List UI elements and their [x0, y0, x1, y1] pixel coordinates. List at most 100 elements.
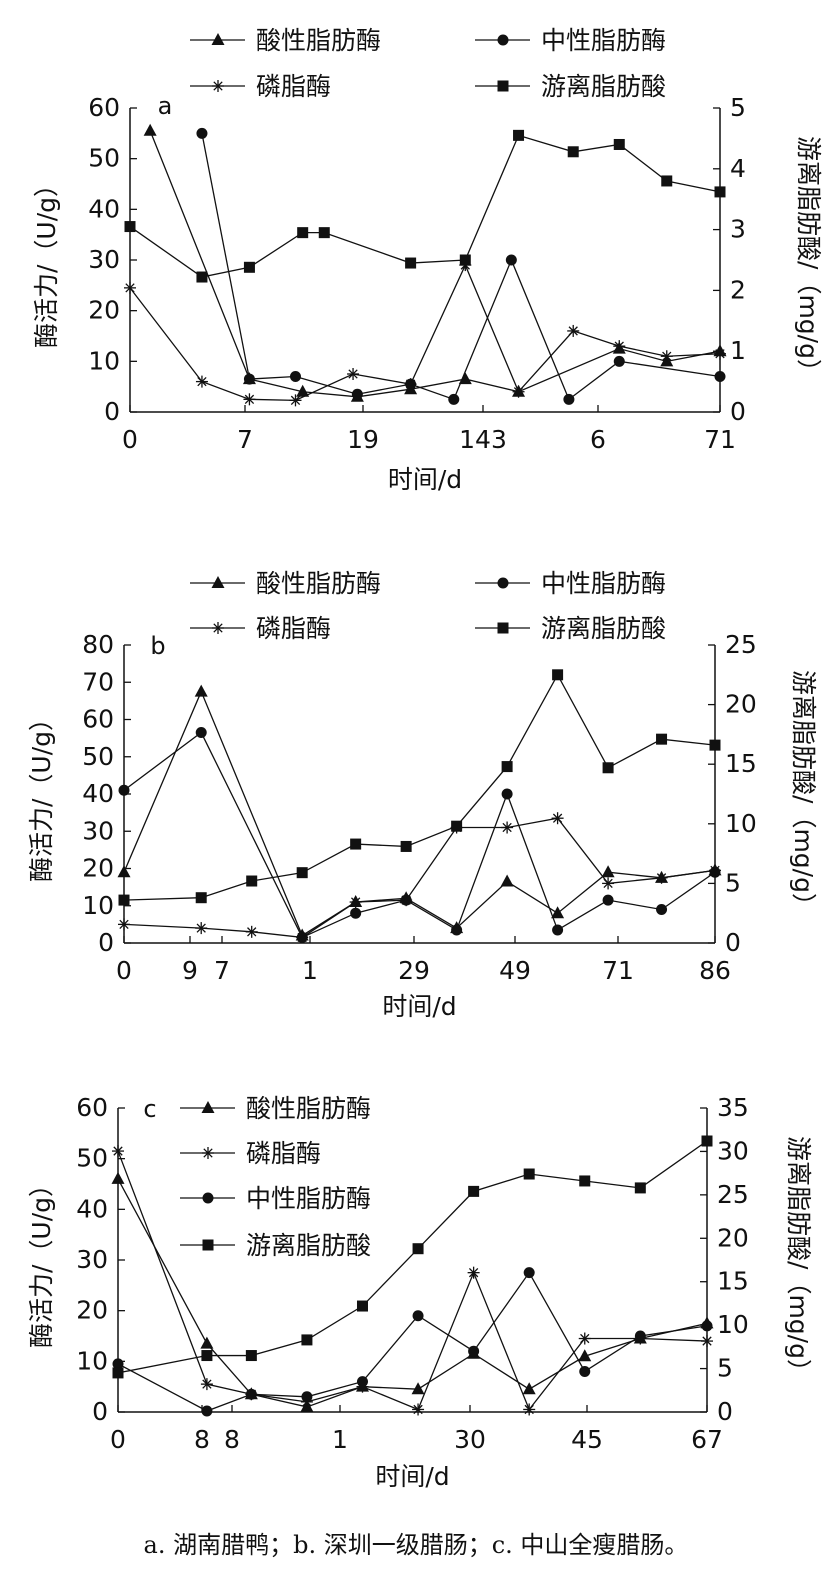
data-point-neutral — [301, 1391, 313, 1403]
data-point-ffa — [118, 894, 130, 906]
series-ffa — [124, 129, 726, 283]
y-tick-label: 60 — [82, 705, 114, 734]
panel-label: a — [158, 92, 173, 120]
data-point-ffa — [501, 761, 513, 773]
data-point-phospho — [347, 368, 360, 380]
series-ffa — [112, 1135, 713, 1379]
data-point-neutral — [501, 788, 513, 800]
y-tick-label: 60 — [88, 93, 120, 122]
data-point-acid — [143, 123, 157, 136]
data-point-acid — [578, 1349, 592, 1362]
series-phospho — [118, 812, 721, 944]
x-tick-label: 29 — [398, 956, 430, 985]
data-point-phospho — [660, 350, 673, 363]
y-tick-label: 40 — [76, 1194, 108, 1223]
x-tick-label: 30 — [454, 1425, 486, 1454]
y2-tick-label: 10 — [725, 809, 757, 838]
legend-label: 酸性脂肪酶 — [256, 569, 381, 598]
data-point-neutral — [118, 784, 130, 796]
series-line-phospho — [123, 817, 716, 939]
y-tick-label: 10 — [82, 891, 114, 920]
y2-tick-label: 25 — [717, 1180, 749, 1209]
legend-item-neutral: 中性脂肪酶 — [475, 569, 666, 598]
series-line-acid — [117, 1178, 708, 1408]
data-point-phospho — [567, 324, 580, 337]
legend-marker — [497, 80, 509, 92]
data-point-neutral — [112, 1358, 124, 1370]
legend-marker — [211, 576, 225, 588]
y-tick-label: 30 — [82, 816, 114, 845]
legend-marker — [202, 1192, 214, 1204]
data-point-acid — [551, 906, 565, 919]
data-point-acid — [601, 865, 615, 878]
data-point-ffa — [405, 257, 417, 269]
x-tick-label: 0 — [116, 956, 132, 985]
data-point-phospho — [512, 385, 525, 398]
y-tick-label: 10 — [88, 346, 120, 375]
legend-label: 中性脂肪酶 — [246, 1184, 371, 1213]
data-point-ffa — [296, 867, 308, 879]
data-point-ffa — [112, 1367, 124, 1379]
legend-marker — [212, 80, 224, 92]
y2-tick-label: 3 — [730, 215, 746, 244]
x-tick-label: 0 — [122, 425, 138, 454]
y2-axis-title: 游离脂肪酸/（mg/g） — [794, 136, 823, 384]
legend-item-ffa: 游离脂肪酸 — [475, 614, 666, 643]
legend-marker — [202, 1239, 214, 1251]
y2-tick-label: 4 — [730, 154, 746, 183]
x-axis-title: 时间/d — [375, 1462, 449, 1491]
x-tick-label: 8 — [224, 1425, 240, 1454]
legend-item-neutral: 中性脂肪酶 — [475, 26, 666, 55]
y-tick-label: 60 — [76, 1093, 108, 1122]
series-phospho — [124, 259, 726, 407]
data-point-ffa — [201, 1350, 213, 1362]
y-tick-label: 20 — [82, 854, 114, 883]
data-point-acid — [411, 1382, 425, 1395]
data-point-neutral — [656, 903, 668, 915]
data-point-phospho — [412, 1403, 425, 1416]
data-point-acid — [500, 874, 514, 887]
data-point-phospho — [578, 1332, 591, 1345]
x-tick-label: 49 — [499, 956, 531, 985]
x-tick-label: 86 — [699, 956, 731, 985]
legend-label: 中性脂肪酶 — [541, 26, 666, 55]
data-point-neutral — [451, 924, 463, 936]
series-line-acid — [149, 130, 721, 398]
legend-label: 酸性脂肪酶 — [246, 1094, 371, 1123]
data-point-phospho — [714, 347, 726, 360]
data-point-ffa — [513, 129, 525, 141]
data-point-phospho — [195, 375, 208, 388]
y2-axis-title: 游离脂肪酸/（mg/g） — [789, 670, 818, 918]
data-point-ffa — [656, 733, 668, 745]
series-neutral — [118, 727, 721, 943]
x-tick-label: 0 — [110, 1425, 126, 1454]
data-point-neutral — [448, 393, 460, 405]
data-point-phospho — [118, 918, 130, 931]
data-point-ffa — [709, 739, 721, 751]
series-acid — [117, 684, 722, 941]
data-point-neutral — [195, 727, 207, 739]
y2-tick-label: 35 — [717, 1093, 749, 1122]
legend-marker — [201, 1101, 215, 1113]
data-point-ffa — [412, 1243, 424, 1255]
data-point-phospho — [404, 378, 417, 391]
y2-tick-label: 30 — [717, 1136, 749, 1165]
data-point-acid — [296, 384, 310, 397]
legend-marker — [212, 622, 224, 634]
x-tick-label: 1 — [332, 1425, 348, 1454]
data-point-ffa — [451, 820, 463, 832]
y2-tick-label: 0 — [725, 928, 741, 957]
legend-label: 磷脂酶 — [256, 614, 331, 643]
data-point-ffa — [350, 838, 362, 850]
y2-tick-label: 20 — [725, 690, 757, 719]
series-ffa — [118, 669, 721, 906]
data-point-neutral — [356, 1376, 368, 1388]
legend-item-acid: 酸性脂肪酶 — [180, 1094, 371, 1123]
legend-item-ffa: 游离脂肪酸 — [180, 1231, 371, 1260]
data-point-phospho — [296, 931, 309, 944]
y-tick-label: 70 — [82, 667, 114, 696]
y2-axis-title: 游离脂肪酸/（mg/g） — [784, 1136, 813, 1384]
data-point-ffa — [245, 1350, 257, 1362]
y-tick-label: 30 — [88, 245, 120, 274]
y-tick-label: 0 — [104, 397, 120, 426]
